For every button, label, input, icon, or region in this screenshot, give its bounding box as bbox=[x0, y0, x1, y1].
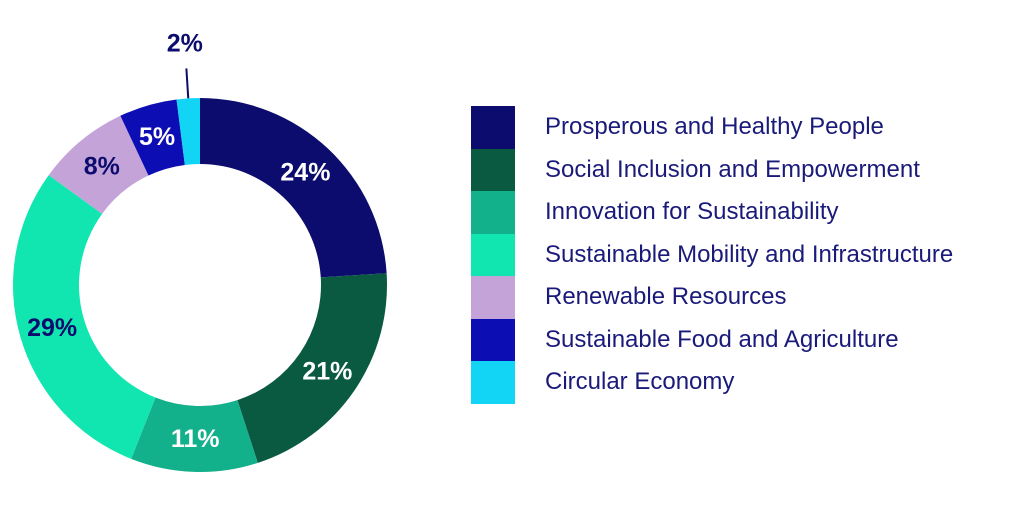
legend-item: Social Inclusion and Empowerment bbox=[471, 148, 953, 191]
leader-line bbox=[185, 68, 190, 99]
legend-label: Prosperous and Healthy People bbox=[545, 113, 884, 141]
donut-slice-1 bbox=[200, 98, 387, 278]
slice-value-label: 29% bbox=[27, 314, 77, 342]
legend-label: Innovation for Sustainability bbox=[545, 198, 839, 226]
slice-value-label: 5% bbox=[139, 123, 175, 151]
legend-label: Sustainable Mobility and Infrastructure bbox=[545, 240, 954, 268]
donut-slice-4 bbox=[12, 175, 156, 459]
legend-item: Sustainable Mobility and Infrastructure bbox=[471, 233, 954, 276]
legend-label: Renewable Resources bbox=[545, 283, 787, 311]
donut-slice-2 bbox=[237, 273, 387, 463]
legend-item: Renewable Resources bbox=[471, 276, 953, 319]
donut-slices bbox=[12, 98, 387, 473]
legend-swatch bbox=[471, 106, 515, 149]
legend-item: Innovation for Sustainability bbox=[471, 191, 953, 234]
donut-slice-5 bbox=[48, 115, 149, 214]
legend-label: Circular Economy bbox=[545, 368, 735, 396]
donut-slice-3 bbox=[131, 397, 258, 473]
legend-item: Sustainable Food and Agriculture bbox=[471, 318, 953, 361]
legend-swatch bbox=[471, 191, 515, 234]
slice-value-label: 2% bbox=[167, 29, 203, 57]
slice-value-label: 24% bbox=[280, 159, 330, 187]
legend: Prosperous and Healthy People Social Incl… bbox=[471, 106, 953, 404]
legend-swatch bbox=[471, 361, 515, 404]
legend-item: Prosperous and Healthy People bbox=[471, 106, 953, 149]
slice-value-label: 8% bbox=[84, 152, 120, 180]
legend-item: Circular Economy bbox=[471, 361, 953, 404]
legend-swatch bbox=[471, 148, 515, 191]
legend-swatch bbox=[471, 318, 515, 361]
legend-swatch bbox=[471, 276, 515, 319]
donut-slice-7 bbox=[176, 98, 200, 165]
legend-label: Social Inclusion and Empowerment bbox=[545, 155, 920, 183]
legend-swatch bbox=[471, 233, 515, 276]
donut-slice-6 bbox=[120, 99, 185, 176]
legend-label: Sustainable Food and Agriculture bbox=[545, 325, 899, 353]
slice-labels: 24% 21% 11% 29% 8% 5% 2% bbox=[27, 29, 352, 452]
slice-value-label: 11% bbox=[171, 425, 220, 453]
slice-value-label: 21% bbox=[302, 358, 352, 386]
